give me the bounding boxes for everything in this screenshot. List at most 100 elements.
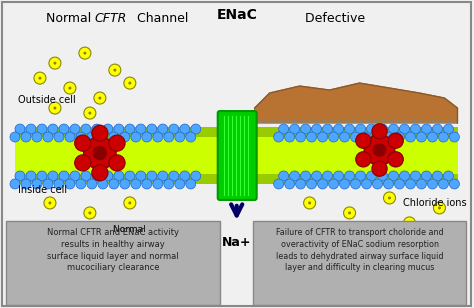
Circle shape — [328, 132, 338, 142]
Circle shape — [285, 132, 295, 142]
Circle shape — [93, 146, 107, 160]
Circle shape — [34, 72, 46, 84]
Circle shape — [285, 179, 295, 189]
Text: Normal CFTR and ENaC activity
results in healthy airway
surface liquid layer and: Normal CFTR and ENaC activity results in… — [47, 228, 179, 272]
FancyBboxPatch shape — [15, 127, 458, 137]
Circle shape — [70, 124, 80, 134]
Circle shape — [377, 124, 388, 134]
Circle shape — [169, 124, 179, 134]
Circle shape — [388, 152, 403, 167]
Text: Outside cell: Outside cell — [18, 95, 76, 105]
Circle shape — [48, 201, 52, 205]
Text: Normal: Normal — [113, 225, 148, 234]
Circle shape — [304, 197, 316, 209]
Circle shape — [79, 47, 91, 59]
Circle shape — [191, 124, 201, 134]
Circle shape — [83, 52, 86, 55]
FancyBboxPatch shape — [2, 2, 472, 306]
Circle shape — [356, 133, 371, 148]
Circle shape — [98, 132, 108, 142]
Circle shape — [125, 171, 135, 181]
Circle shape — [75, 135, 91, 151]
Circle shape — [373, 143, 386, 157]
Circle shape — [351, 179, 361, 189]
Circle shape — [428, 132, 438, 142]
Circle shape — [109, 135, 125, 151]
Circle shape — [59, 124, 69, 134]
Circle shape — [345, 171, 355, 181]
Circle shape — [348, 211, 351, 214]
Circle shape — [70, 171, 80, 181]
FancyBboxPatch shape — [253, 221, 466, 305]
Circle shape — [76, 132, 86, 142]
Text: Normal: Normal — [113, 225, 148, 234]
Text: Failure of CFTR to transport choloride and
overactivity of ENaC sodium resorptio: Failure of CFTR to transport choloride a… — [276, 228, 443, 272]
Circle shape — [428, 179, 438, 189]
Circle shape — [87, 179, 97, 189]
Circle shape — [81, 124, 91, 134]
Circle shape — [103, 171, 113, 181]
Circle shape — [64, 82, 76, 94]
Circle shape — [421, 171, 431, 181]
Circle shape — [400, 171, 410, 181]
Circle shape — [372, 161, 387, 176]
Circle shape — [394, 179, 404, 189]
Circle shape — [438, 132, 448, 142]
Circle shape — [444, 124, 454, 134]
Text: ENaC: ENaC — [216, 8, 257, 22]
Circle shape — [323, 171, 333, 181]
Circle shape — [356, 124, 365, 134]
Circle shape — [432, 124, 442, 134]
Circle shape — [449, 132, 459, 142]
Circle shape — [279, 124, 289, 134]
Circle shape — [175, 132, 185, 142]
Circle shape — [124, 197, 136, 209]
Circle shape — [372, 124, 387, 139]
Circle shape — [351, 132, 361, 142]
Circle shape — [26, 124, 36, 134]
Circle shape — [109, 155, 125, 171]
Circle shape — [84, 137, 116, 169]
Circle shape — [279, 171, 289, 181]
Circle shape — [368, 237, 371, 239]
Circle shape — [92, 165, 108, 181]
Circle shape — [15, 171, 25, 181]
Circle shape — [394, 132, 404, 142]
Circle shape — [65, 132, 75, 142]
Text: Chloride ions: Chloride ions — [402, 198, 466, 208]
Circle shape — [113, 69, 116, 71]
Circle shape — [175, 179, 185, 189]
Circle shape — [114, 171, 124, 181]
Circle shape — [180, 124, 190, 134]
Circle shape — [339, 179, 349, 189]
Circle shape — [324, 222, 336, 234]
Circle shape — [290, 171, 300, 181]
Circle shape — [48, 124, 58, 134]
Circle shape — [318, 179, 328, 189]
Circle shape — [21, 179, 31, 189]
Circle shape — [432, 171, 442, 181]
Circle shape — [308, 201, 311, 205]
Circle shape — [32, 179, 42, 189]
Circle shape — [128, 82, 131, 85]
Circle shape — [99, 97, 101, 99]
Circle shape — [142, 179, 152, 189]
Circle shape — [38, 77, 41, 79]
Circle shape — [328, 179, 338, 189]
Text: CFTR: CFTR — [95, 12, 127, 25]
Circle shape — [345, 124, 355, 134]
Circle shape — [296, 132, 306, 142]
Circle shape — [124, 77, 136, 89]
Circle shape — [307, 179, 317, 189]
Circle shape — [21, 132, 31, 142]
Circle shape — [49, 57, 61, 69]
Circle shape — [417, 179, 427, 189]
Circle shape — [290, 124, 300, 134]
Circle shape — [301, 171, 310, 181]
Circle shape — [362, 132, 372, 142]
Text: Channel: Channel — [133, 12, 188, 25]
Circle shape — [26, 171, 36, 181]
Circle shape — [94, 92, 106, 104]
Circle shape — [186, 179, 196, 189]
Circle shape — [84, 207, 96, 219]
